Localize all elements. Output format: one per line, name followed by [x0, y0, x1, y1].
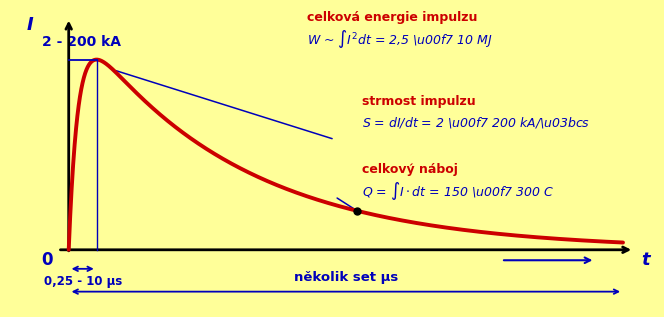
Text: 2 - 200 kA: 2 - 200 kA [42, 36, 121, 49]
Text: t: t [641, 251, 649, 269]
Text: celkový náboj: celkový náboj [363, 163, 458, 177]
Text: 0: 0 [41, 251, 52, 269]
Text: $Q$ = $\int I\cdot$d$t$ = 150 \u00f7 300 C: $Q$ = $\int I\cdot$d$t$ = 150 \u00f7 300… [363, 180, 554, 202]
Text: strmost impulzu: strmost impulzu [363, 95, 476, 108]
Text: celková energie impulzu: celková energie impulzu [307, 11, 477, 24]
Text: $S$ = d$I$/d$t$ = 2 \u00f7 200 kA/\u03bcs: $S$ = d$I$/d$t$ = 2 \u00f7 200 kA/\u03bc… [363, 115, 591, 130]
Text: $W$ ~ $\int I^2$d$t$ = 2,5 \u00f7 10 MJ: $W$ ~ $\int I^2$d$t$ = 2,5 \u00f7 10 MJ [307, 28, 493, 50]
Text: několik set μs: několik set μs [293, 271, 398, 284]
Text: I: I [27, 16, 33, 34]
Text: 0,25 - 10 μs: 0,25 - 10 μs [44, 275, 122, 288]
